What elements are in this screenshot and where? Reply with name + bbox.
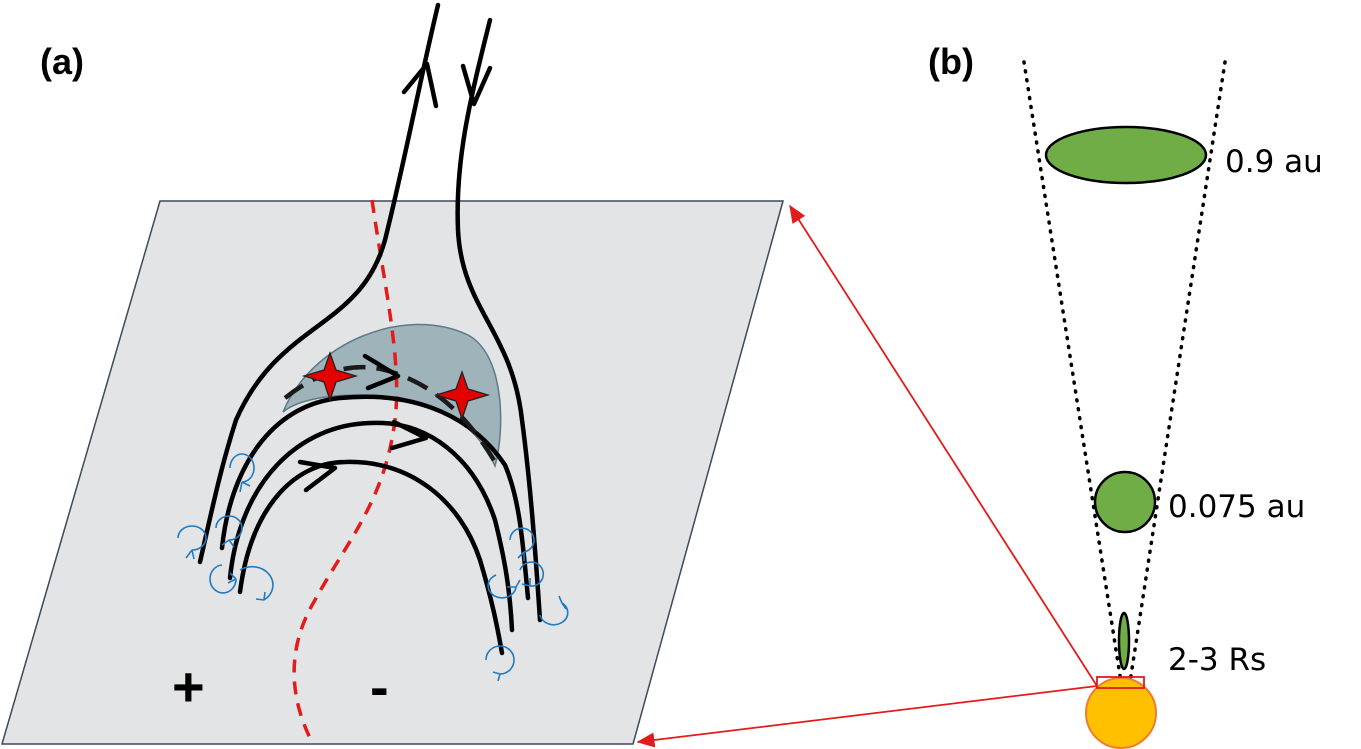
cone-left-edge — [1022, 60, 1123, 684]
positive-polarity-label: + — [172, 655, 205, 718]
cone-right-edge — [1128, 60, 1227, 684]
rotation-arrow-icon — [519, 561, 545, 587]
sheared-arc-1 — [219, 394, 531, 601]
zoom-connector-top — [789, 204, 1098, 687]
reconnection-star-icon — [301, 351, 359, 403]
photospheric-plane — [1, 200, 784, 745]
distance-label-far: 0.9 au — [1225, 144, 1323, 180]
rotation-arrow-icon — [215, 515, 243, 541]
rotation-arrow-icon — [509, 527, 535, 553]
field-line-incoming — [455, 17, 543, 623]
arrow-right-icon — [297, 459, 338, 493]
panel-b-label: (b) — [928, 41, 974, 82]
arrow-right-icon — [362, 353, 401, 391]
arrow-up-icon — [401, 61, 439, 109]
flux-rope-mid — [1093, 470, 1157, 534]
distance-label-near: 2-3 Rs — [1168, 642, 1266, 678]
footpoint-rotation-icons — [177, 453, 569, 682]
polarity-inversion-line — [292, 199, 399, 745]
arrow-right-icon — [389, 419, 429, 451]
rotation-arrow-icon — [239, 565, 274, 601]
zoom-box — [1096, 676, 1145, 689]
distance-label-mid: 0.075 au — [1168, 489, 1305, 525]
negative-polarity-label: - — [370, 655, 389, 718]
sheared-arc-2 — [227, 420, 515, 633]
panel-a-label: (a) — [40, 41, 84, 82]
field-line-outgoing — [197, 2, 441, 565]
arrow-down-icon — [460, 63, 493, 107]
rotation-arrow-icon — [539, 602, 569, 626]
zoom-connector-bottom — [636, 685, 1098, 748]
flux-rope-far — [1044, 125, 1208, 185]
flux-rope-near — [1117, 611, 1131, 671]
rotation-arrow-icon — [487, 574, 517, 599]
rotation-arrow-icon — [485, 645, 515, 675]
sheared-arc-3 — [237, 459, 505, 656]
sun-icon — [1085, 677, 1157, 749]
reconnection-star-icon — [433, 370, 491, 422]
rotation-arrow-icon — [209, 564, 237, 594]
rotation-arrow-icon — [229, 453, 255, 483]
rotation-arrow-icon — [177, 525, 207, 551]
